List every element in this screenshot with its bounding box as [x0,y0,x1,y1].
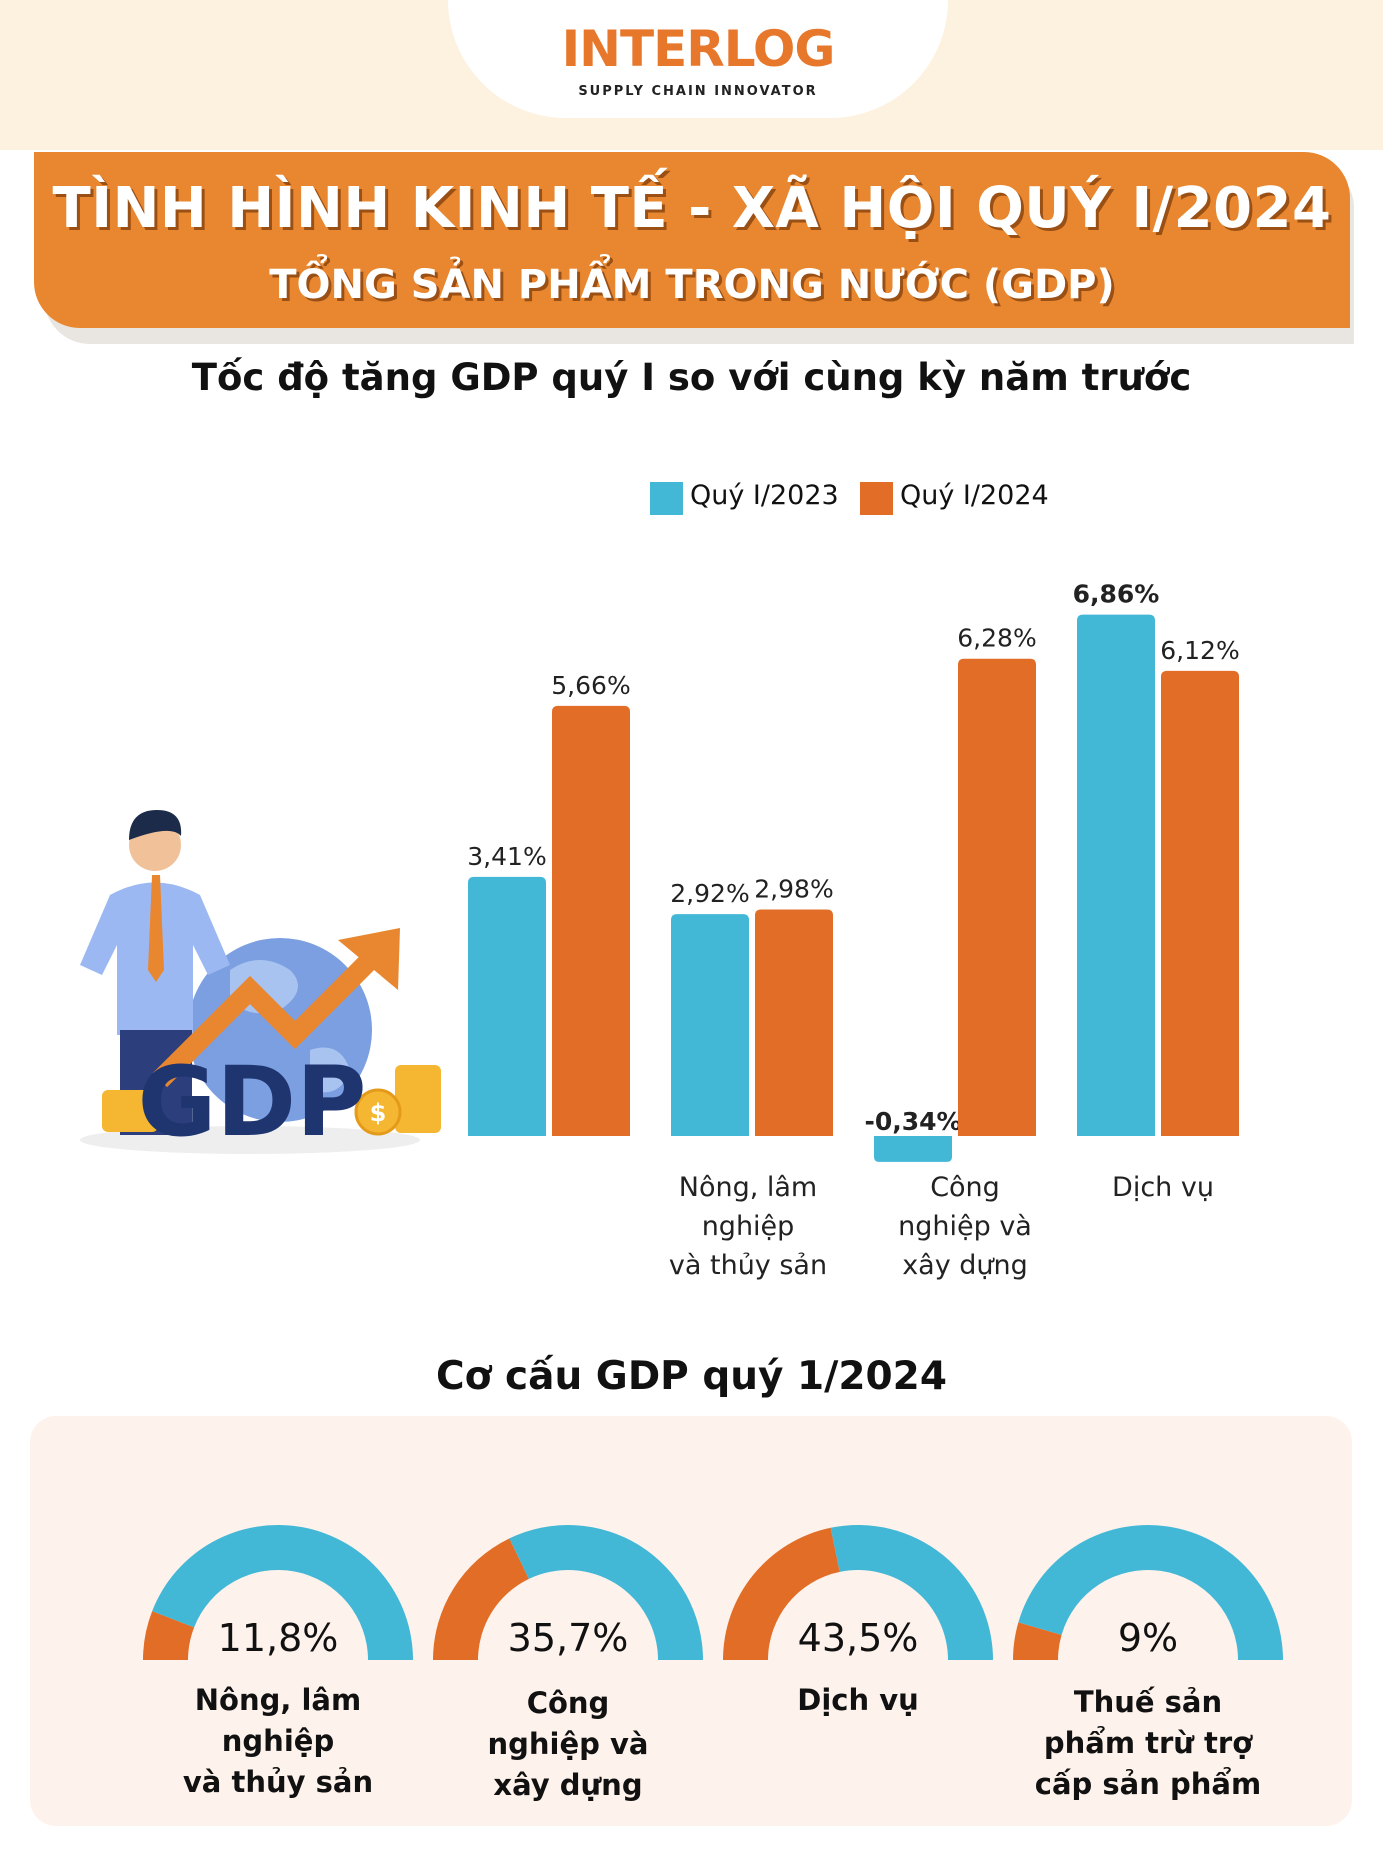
category-label-line: nghiệp và [898,1211,1032,1242]
structure-value: 9% [1117,1616,1179,1660]
structure-label-line: nghiệp [221,1724,335,1758]
bar-chart: 3,41% 2,92% -0,34% 6,86% 5,66% 2,98% 6,28% 6,12… [467,580,1240,1162]
semi-donut-rest [1018,1525,1283,1660]
legend-label-2024: Quý I/2024 [900,480,1049,511]
structure-card-tax: 9% Thuế sản phẩm trừ trợ cấp sản phẩm [1008,1520,1288,1820]
bar-q2024-1 [755,909,833,1136]
logo-wordmark: INTERLOG [561,20,836,78]
logo: INTERLOG SUPPLY CHAIN INNOVATOR [448,0,948,118]
data-label-q2024-0: 5,66% [551,671,630,700]
category-label-line: Nông, lâm [678,1172,818,1203]
data-label-q2024-2: 6,28% [957,624,1036,653]
semi-donut-share [1013,1622,1062,1660]
semi-donut-rest [509,1525,703,1660]
data-label-q2023-3: 6,86% [1073,580,1160,609]
bar-chart-title: Tốc độ tăng GDP quý I so với cùng kỳ năm… [191,356,1192,399]
category-label-agriculture: Nông, lâm nghiệp và thủy sản [643,1168,853,1285]
semi-donut-share [143,1611,195,1660]
structure-label-line: xây dựng [493,1768,643,1802]
trend-arrow-icon [152,942,388,1088]
data-label-q2023-0: 3,41% [467,842,546,871]
page-subtitle: TỔNG SẢN PHẨM TRONG NƯỚC (GDP) [269,262,1115,308]
bar-q2023-1 [671,914,749,1136]
semi-donut-tax [1013,1525,1283,1660]
trend-arrow-head-icon [338,928,400,990]
structure-label-line: Thuế sản [1073,1685,1223,1719]
semi-donut-share [723,1527,840,1660]
bar-q2024-3 [1161,670,1239,1136]
coin-icon [354,1088,402,1136]
illustration-text: GDP [138,1046,367,1158]
semi-donut-rest [152,1525,413,1660]
semi-donut-agriculture [143,1525,413,1660]
structure-card-agriculture: 11,8% Nông, lâm nghiệp và thủy sản [138,1520,418,1820]
bar-q2023-3 [1077,614,1155,1136]
structure-label-line: cấp sản phẩm [1034,1767,1262,1801]
data-label-q2023-2: -0,34% [864,1107,961,1136]
category-label-industry: Công nghiệp và xây dựng [860,1168,1070,1285]
bar-q2023-2 [874,1136,952,1162]
structure-value: 43,5% [797,1616,919,1660]
structure-label-line: Nông, lâm [194,1683,362,1717]
structure-label-line: và thủy sản [182,1765,374,1799]
structure-label-line: nghiệp và [487,1727,649,1761]
bar-q2023-0 [468,876,546,1136]
semi-donut-share [433,1538,529,1660]
coin-dollar-icon: $ [370,1099,387,1127]
legend-swatch-2024 [860,482,893,515]
person-tie-icon [148,875,164,982]
category-label-services: Dịch vụ [1058,1168,1268,1207]
structure-label: Nông, lâm nghiệp và thủy sản [138,1680,418,1803]
structure-value: 11,8% [217,1616,339,1660]
structure-label: Công nghiệp và xây dựng [428,1683,708,1806]
legend-swatch-2023 [650,482,683,515]
semi-donut-rest [830,1525,993,1660]
structure-label-line: Công [526,1686,610,1720]
page-title: TÌNH HÌNH KINH TẾ - XÃ HỘI QUÝ I/2024 [52,176,1332,241]
gdp-illustration: $ GDP [80,810,441,1158]
structure-label-line: phẩm trừ trợ [1043,1726,1253,1760]
data-label-q2024-3: 6,12% [1160,636,1239,665]
coin-stack-icon [102,1090,158,1132]
category-label-line: nghiệp [701,1211,795,1242]
coin-stack-icon [395,1065,441,1133]
structure-card-services: 43,5% Dịch vụ [718,1520,998,1820]
structure-value: 35,7% [507,1616,629,1660]
person-hair-icon [129,810,182,840]
data-label-q2023-1: 2,92% [670,879,749,908]
bar-q2024-2 [958,658,1036,1136]
semi-donut-industry [433,1525,703,1660]
structure-card-industry: 35,7% Công nghiệp và xây dựng [428,1520,708,1820]
structure-label: Thuế sản phẩm trừ trợ cấp sản phẩm [1008,1682,1288,1805]
title-banner: TÌNH HÌNH KINH TẾ - XÃ HỘI QUÝ I/2024 TỔ… [34,152,1350,328]
category-label-line: xây dựng [902,1250,1028,1281]
bar-q2024-0 [552,705,630,1136]
structure-label-line: Dịch vụ [797,1683,919,1717]
category-label-line: và thủy sản [668,1250,828,1281]
logo-tagline: SUPPLY CHAIN INNOVATOR [578,84,818,99]
data-label-q2024-1: 2,98% [754,875,833,904]
structure-title: Cơ cấu GDP quý 1/2024 [436,1354,947,1399]
category-label-line: Công [930,1172,1000,1203]
category-label-line: Dịch vụ [1112,1172,1214,1203]
structure-label: Dịch vụ [718,1680,998,1721]
semi-donut-services [723,1525,993,1660]
legend-label-2023: Quý I/2023 [690,480,839,511]
